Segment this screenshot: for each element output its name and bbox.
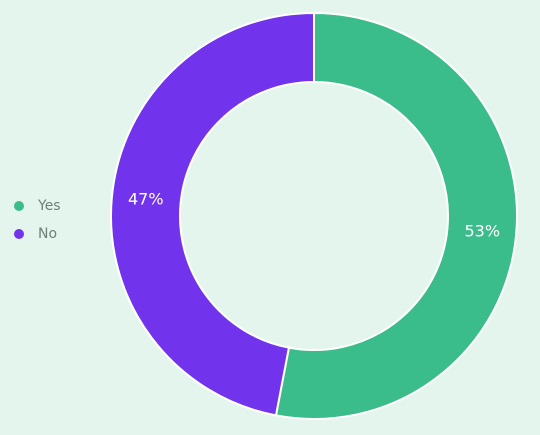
data-label-no: 47%	[128, 190, 164, 209]
donut-slices	[110, 11, 518, 420]
data-label-yes: 53%	[464, 221, 500, 240]
donut-labels: 53% 47%	[128, 190, 500, 241]
legend-swatch-no	[14, 229, 24, 239]
legend-swatch-yes	[14, 201, 24, 211]
slice-no[interactable]	[110, 11, 315, 417]
legend-item-yes[interactable]: Yes	[14, 192, 61, 220]
legend: Yes No	[14, 192, 61, 248]
slice-yes[interactable]	[274, 11, 518, 420]
legend-item-no[interactable]: No	[14, 220, 61, 248]
legend-label-yes: Yes	[38, 198, 61, 214]
legend-label-no: No	[38, 226, 58, 242]
